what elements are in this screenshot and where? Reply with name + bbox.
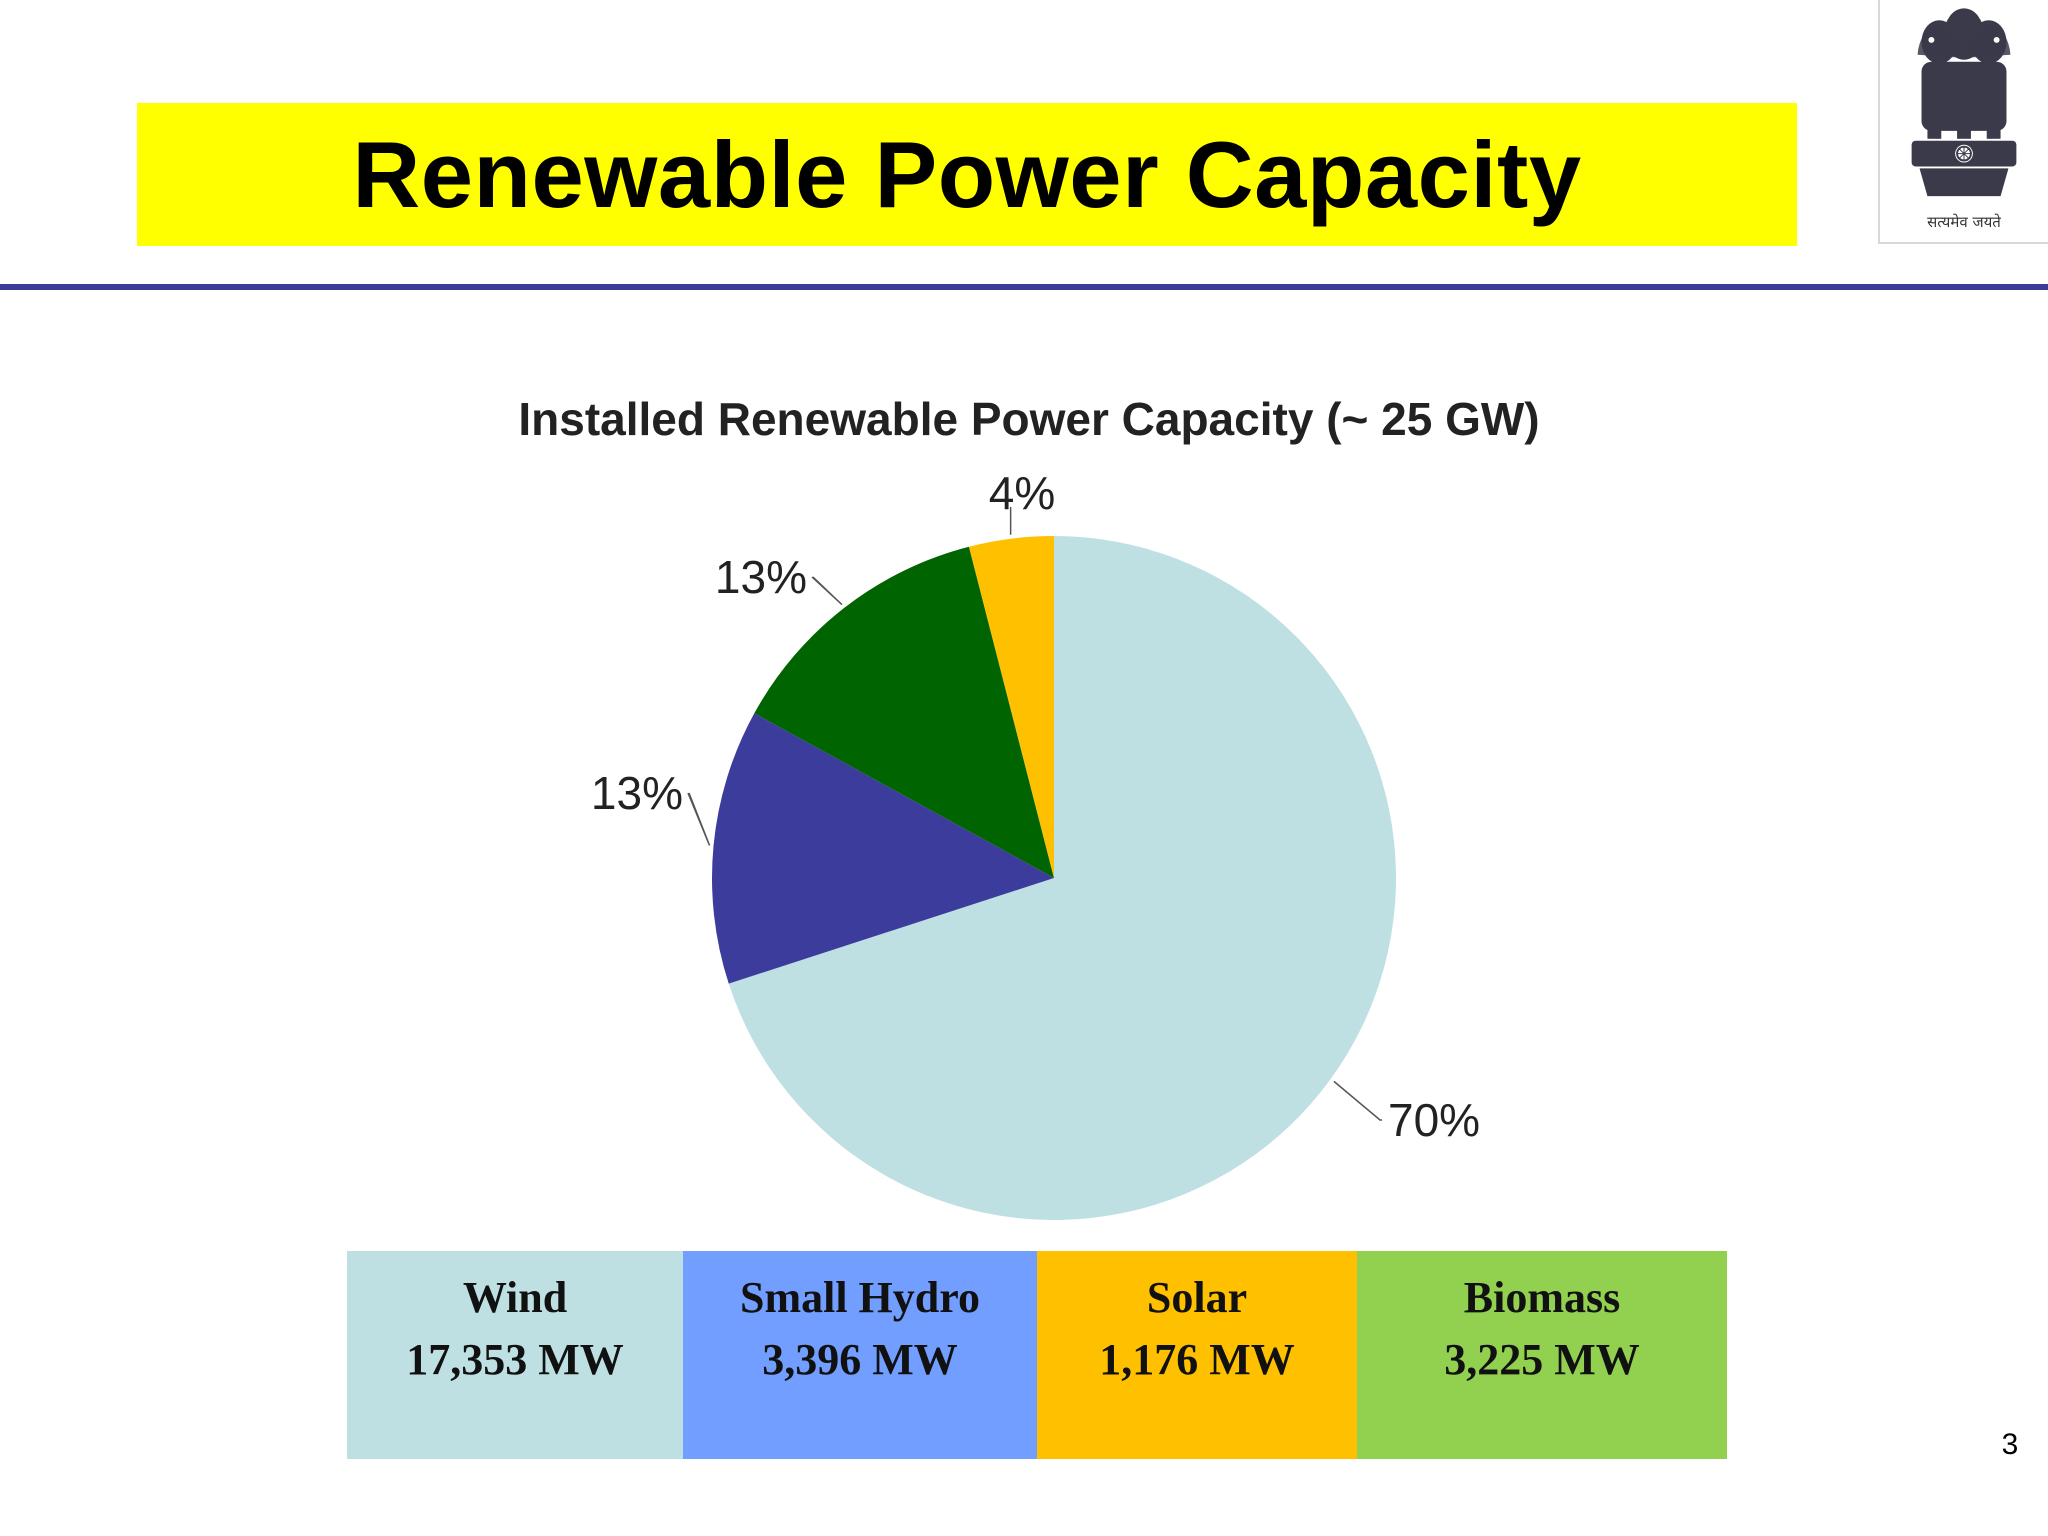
slide-title: Renewable Power Capacity	[352, 121, 1582, 227]
pie-slice	[728, 536, 1396, 1220]
legend-source-name: Biomass	[1463, 1273, 1621, 1322]
slice-percent-label: 70%	[1388, 1094, 1480, 1146]
slice-leader-line	[1333, 1080, 1382, 1121]
slice-leader-line	[811, 576, 843, 606]
legend-source-name: Wind	[462, 1273, 568, 1322]
page-number: 3	[2001, 1428, 2019, 1461]
legend-source-name: Small Hydro	[739, 1273, 980, 1322]
slice-leader-line	[687, 792, 711, 846]
legend-capacity-value: 3,225 MW	[1444, 1335, 1640, 1384]
legend-cell: Solar 1,176 MW	[1037, 1251, 1357, 1459]
pie-slice	[754, 546, 1054, 878]
slice-percent-label: 4%	[989, 467, 1055, 519]
lion-capital-icon	[1911, 8, 2017, 197]
pie-slice	[712, 713, 1054, 984]
header-divider	[0, 284, 2048, 290]
emblem-motto: सत्यमेव जयते	[1927, 213, 2001, 231]
legend-capacity-value: 17,353 MW	[406, 1335, 624, 1384]
slice-percent-label: 13%	[591, 767, 683, 819]
title-banner: Renewable Power Capacity	[137, 103, 1797, 246]
legend-capacity-value: 1,176 MW	[1099, 1335, 1295, 1384]
chart-title: Installed Renewable Power Capacity (~ 25…	[518, 393, 1540, 445]
legend-cell: Wind 17,353 MW	[347, 1251, 683, 1459]
capacity-legend-table: Wind 17,353 MW Small Hydro 3,396 MW Solar 1,1…	[347, 1251, 1727, 1459]
legend-cell: Biomass 3,225 MW	[1357, 1251, 1727, 1459]
legend-capacity-value: 3,396 MW	[762, 1335, 958, 1384]
national-emblem: सत्यमेव जयते	[1878, 0, 2048, 244]
pie-slice	[968, 536, 1054, 878]
legend-source-name: Solar	[1146, 1273, 1248, 1322]
legend-cell: Small Hydro 3,396 MW	[683, 1251, 1037, 1459]
slice-percent-label: 13%	[715, 551, 807, 603]
